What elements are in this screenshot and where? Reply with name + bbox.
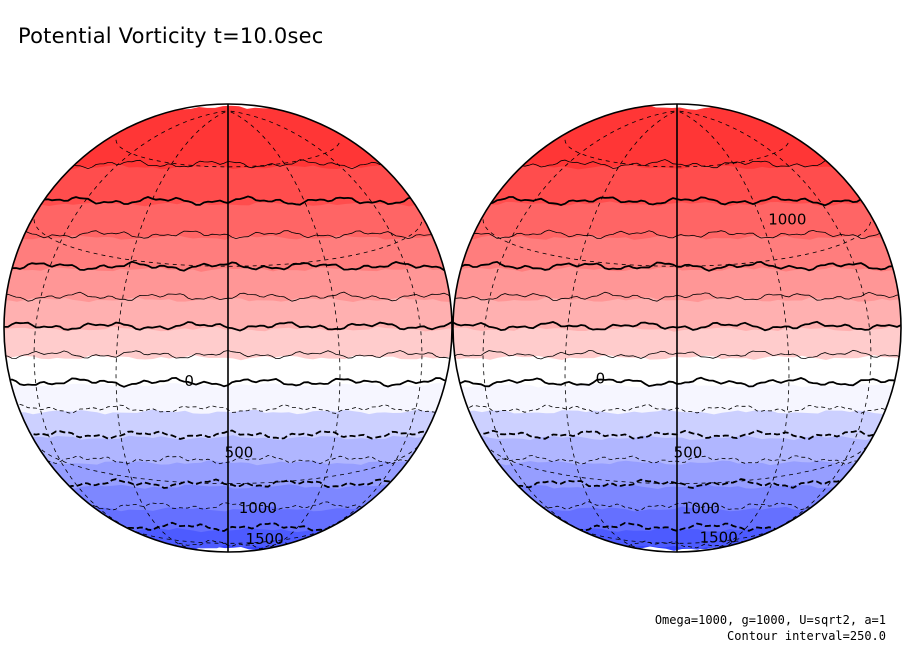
graticule-parallel	[577, 528, 777, 544]
graticule-parallel	[36, 443, 420, 485]
graticule-left	[33, 110, 423, 550]
graticule-meridian	[676, 110, 872, 535]
contour-interval-text: Contour interval=250.0	[727, 629, 886, 643]
graticule-meridian	[115, 110, 229, 550]
contour-line-negative	[4, 478, 452, 490]
contour-label: 0	[596, 369, 606, 387]
contour-label: 500	[674, 444, 703, 462]
graticule-parallel	[485, 443, 869, 485]
graticule-meridian	[676, 110, 790, 550]
chart-title: Potential Vorticity t=10.0sec	[18, 24, 324, 48]
contour-label: 1500	[246, 530, 284, 548]
graticule-meridian	[482, 110, 678, 535]
graticule-right	[482, 110, 872, 550]
contour-label: 500	[225, 444, 254, 462]
params-text: Omega=1000, g=1000, U=sqrt2, a=1	[654, 613, 886, 627]
contour-label: 1000	[768, 211, 806, 229]
contour-label: 1000	[682, 499, 720, 517]
contour-line-negative	[453, 478, 901, 489]
graticule-meridian	[227, 110, 423, 535]
contour-label: 0	[184, 372, 194, 390]
contour-label: 1500	[700, 529, 738, 547]
graticule-meridian	[227, 110, 341, 550]
globe-left: 0 500 1000 1500	[3, 103, 453, 553]
contour-line-negative	[4, 429, 452, 440]
globe-outline	[3, 103, 453, 553]
pv-band	[453, 104, 901, 170]
globe-right: 1000 0 500 1000 1500	[452, 103, 902, 553]
contour-label: 1000	[239, 499, 277, 517]
graticule-meridian	[33, 110, 229, 535]
chart-footer: Omega=1000, g=1000, U=sqrt2, a=1 Contour…	[655, 612, 886, 644]
graticule-parallel	[128, 528, 328, 544]
globe-outline	[452, 103, 902, 553]
graticule-meridian	[564, 110, 678, 550]
